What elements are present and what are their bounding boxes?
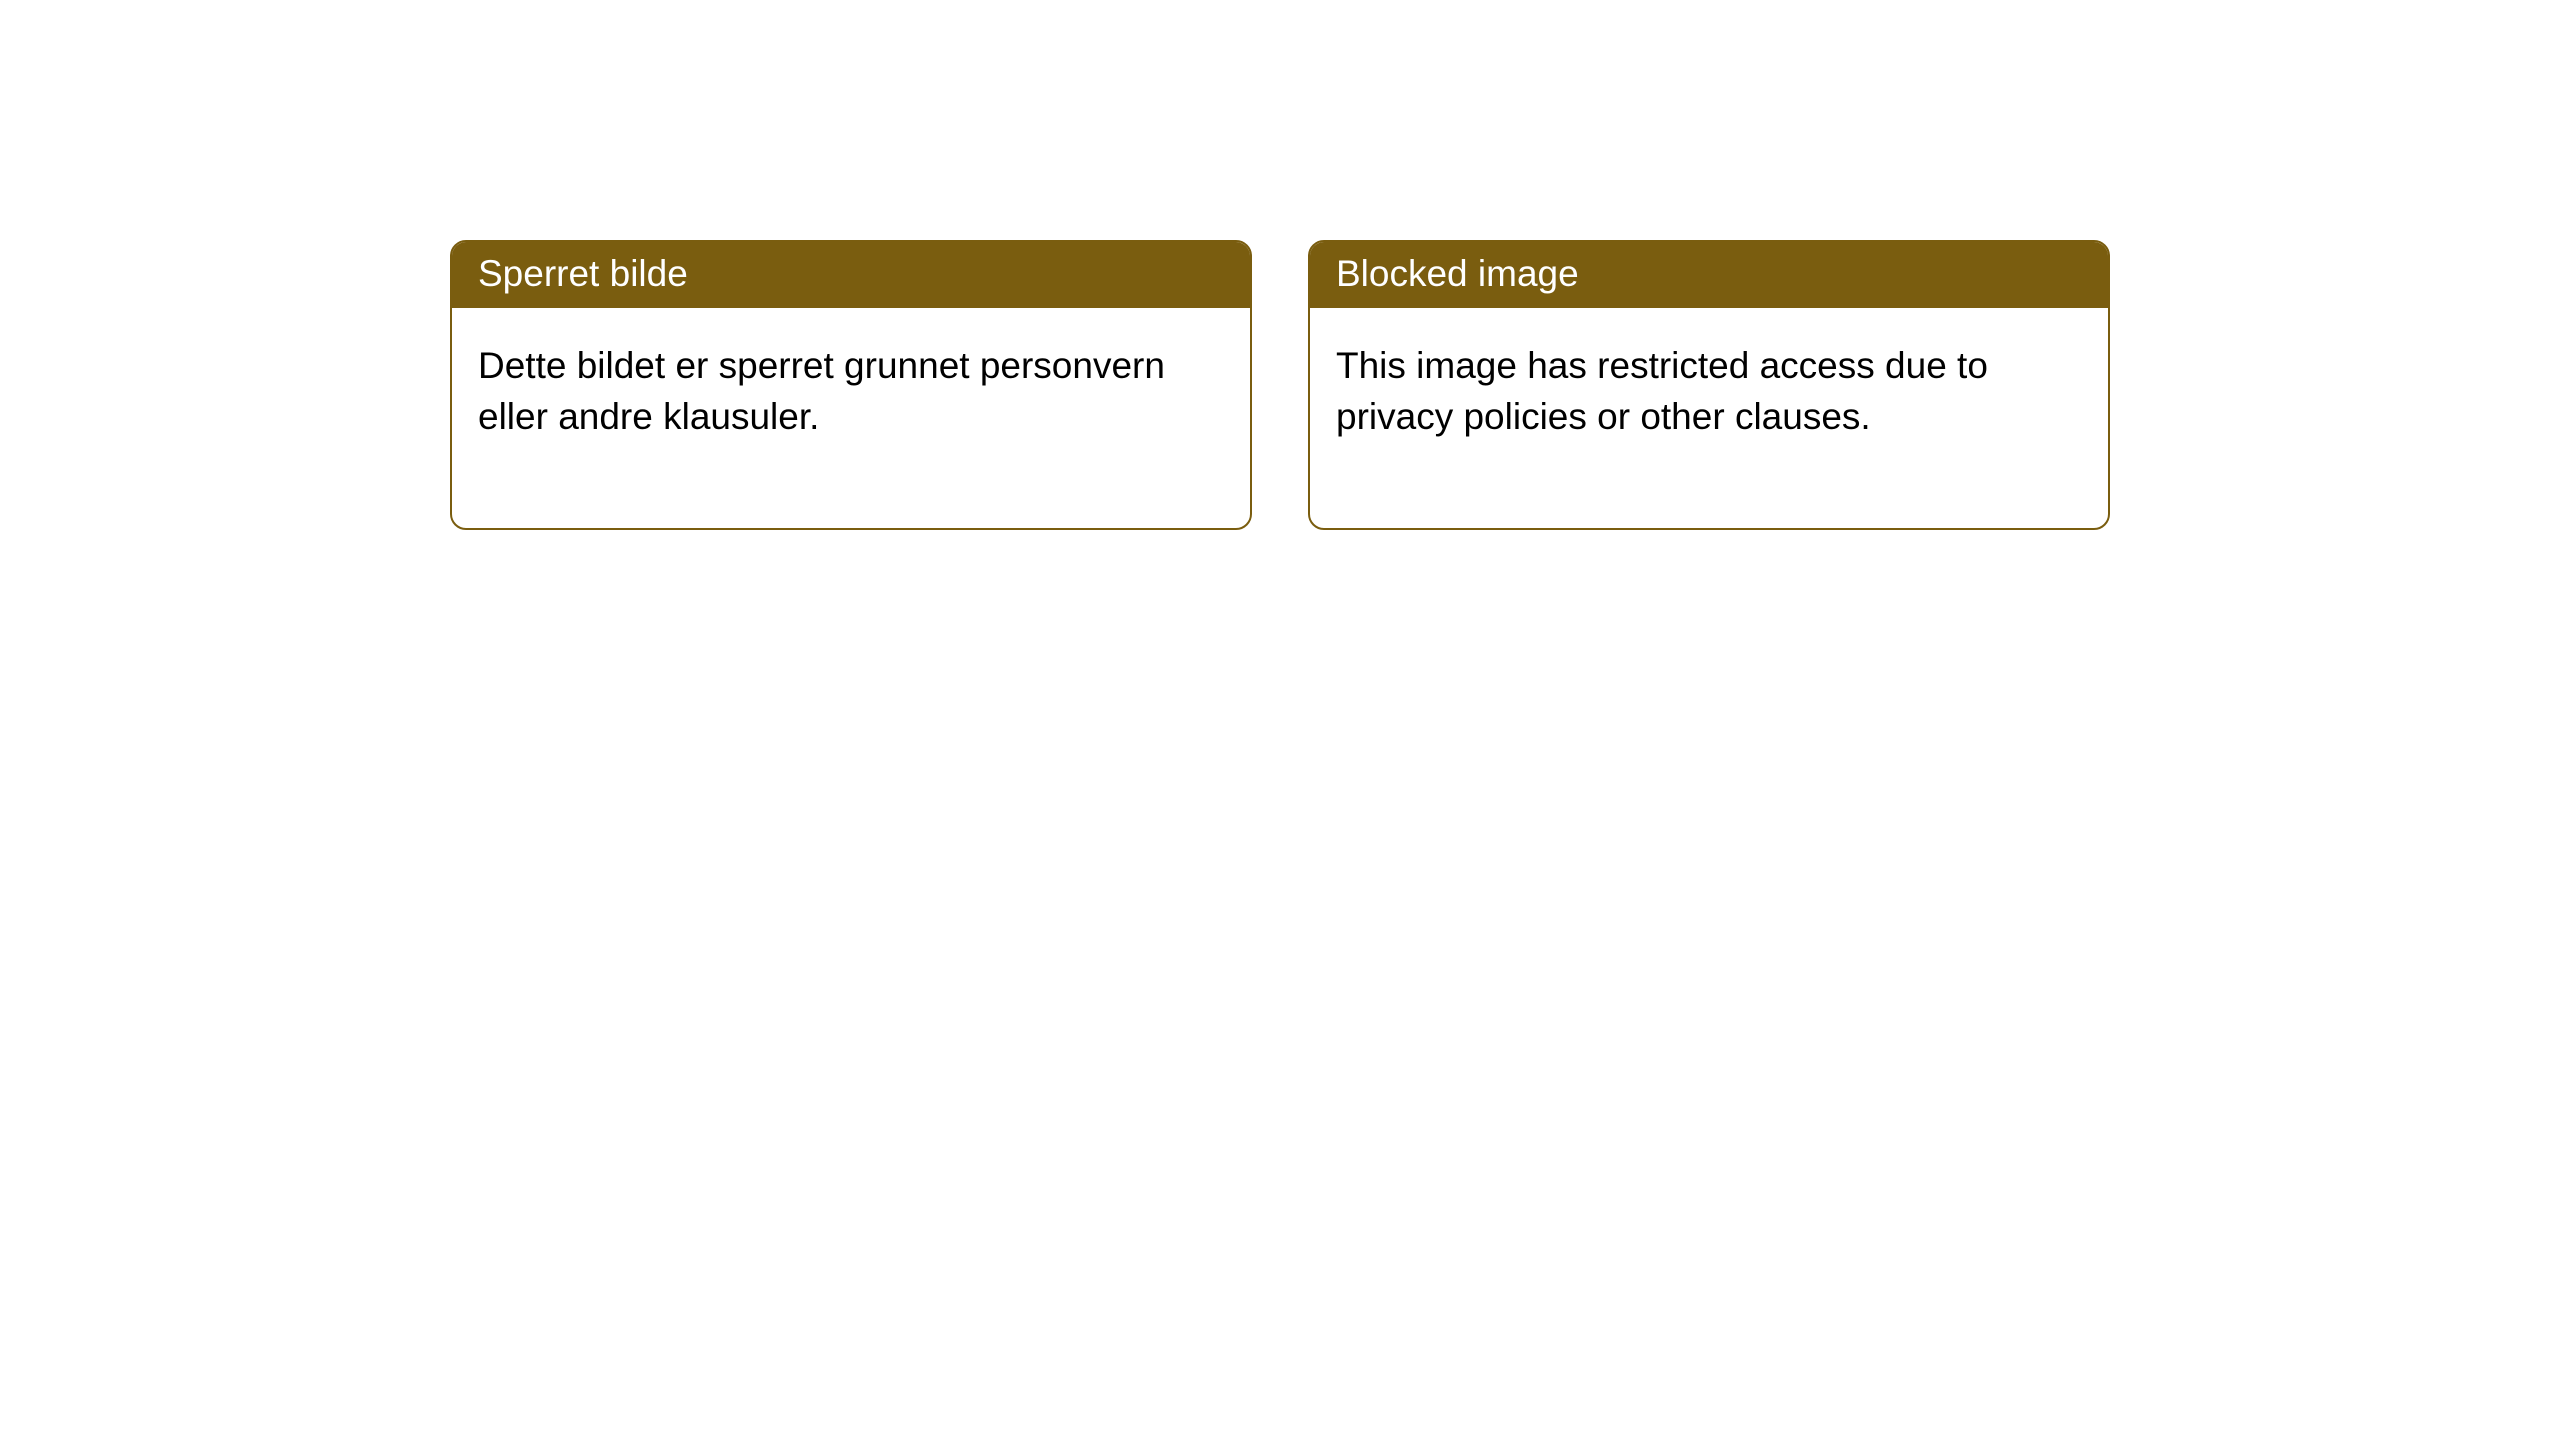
notice-card-body: Dette bildet er sperret grunnet personve… bbox=[452, 308, 1250, 528]
notice-cards-container: Sperret bilde Dette bildet er sperret gr… bbox=[450, 240, 2110, 530]
notice-card-body: This image has restricted access due to … bbox=[1310, 308, 2108, 528]
notice-card-title: Sperret bilde bbox=[452, 242, 1250, 308]
notice-card-title: Blocked image bbox=[1310, 242, 2108, 308]
notice-card-english: Blocked image This image has restricted … bbox=[1308, 240, 2110, 530]
notice-card-norwegian: Sperret bilde Dette bildet er sperret gr… bbox=[450, 240, 1252, 530]
